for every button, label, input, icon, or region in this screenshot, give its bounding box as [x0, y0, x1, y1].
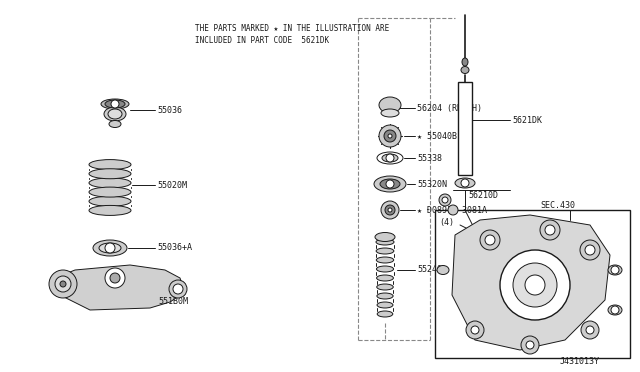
Circle shape [540, 220, 560, 240]
Circle shape [513, 263, 557, 307]
Ellipse shape [461, 67, 469, 74]
Text: ★ Ð08918-3081A: ★ Ð08918-3081A [417, 205, 487, 215]
Text: 5621DK: 5621DK [512, 115, 542, 125]
Circle shape [388, 134, 392, 138]
Circle shape [611, 266, 619, 274]
Circle shape [169, 280, 187, 298]
Ellipse shape [105, 100, 125, 108]
Circle shape [442, 197, 448, 203]
Text: INCLUDED IN PART CODE  5621DK: INCLUDED IN PART CODE 5621DK [195, 35, 329, 45]
Ellipse shape [376, 257, 394, 263]
Circle shape [388, 208, 392, 212]
Ellipse shape [377, 284, 393, 290]
Text: 55036+A: 55036+A [157, 244, 192, 253]
Text: 55240: 55240 [417, 266, 442, 275]
Circle shape [525, 275, 545, 295]
Circle shape [385, 205, 395, 215]
Ellipse shape [376, 266, 394, 272]
Circle shape [480, 230, 500, 250]
Circle shape [386, 154, 394, 162]
Ellipse shape [462, 58, 468, 66]
Circle shape [526, 341, 534, 349]
Circle shape [386, 180, 394, 188]
Circle shape [105, 243, 115, 253]
Ellipse shape [382, 154, 398, 162]
Circle shape [448, 205, 458, 215]
Text: (4): (4) [439, 218, 454, 227]
Ellipse shape [376, 275, 394, 281]
Circle shape [439, 194, 451, 206]
Circle shape [55, 276, 71, 292]
Ellipse shape [89, 178, 131, 188]
Ellipse shape [108, 109, 122, 119]
Ellipse shape [89, 169, 131, 179]
Ellipse shape [377, 152, 403, 164]
Ellipse shape [93, 240, 127, 256]
Text: 56204 (RH&LH): 56204 (RH&LH) [417, 103, 482, 112]
Circle shape [580, 240, 600, 260]
Circle shape [471, 326, 479, 334]
Circle shape [384, 130, 396, 142]
Ellipse shape [89, 160, 131, 170]
Circle shape [105, 268, 125, 288]
Ellipse shape [375, 232, 395, 241]
Circle shape [111, 100, 119, 108]
Circle shape [60, 281, 66, 287]
Ellipse shape [437, 266, 449, 275]
Ellipse shape [380, 179, 400, 189]
Text: ★ 55040B: ★ 55040B [417, 131, 457, 141]
Ellipse shape [377, 293, 393, 299]
Ellipse shape [377, 311, 393, 317]
Text: 55020M: 55020M [157, 180, 187, 189]
Text: 56210D: 56210D [468, 190, 498, 199]
Circle shape [466, 321, 484, 339]
Ellipse shape [89, 205, 131, 215]
Ellipse shape [101, 99, 129, 109]
Ellipse shape [608, 305, 622, 315]
Circle shape [581, 321, 599, 339]
Text: J431013Y: J431013Y [560, 357, 600, 366]
Text: 551B0M: 551B0M [158, 298, 188, 307]
Circle shape [585, 245, 595, 255]
Ellipse shape [104, 107, 126, 121]
Ellipse shape [455, 178, 475, 188]
Text: 55036: 55036 [157, 106, 182, 115]
Ellipse shape [89, 187, 131, 197]
Ellipse shape [109, 121, 121, 128]
Ellipse shape [376, 248, 394, 254]
Circle shape [381, 201, 399, 219]
Circle shape [521, 336, 539, 354]
Text: 55320N: 55320N [417, 180, 447, 189]
Circle shape [379, 125, 401, 147]
Ellipse shape [379, 97, 401, 113]
Text: THE PARTS MARKED ★ IN THE ILLUSTRATION ARE: THE PARTS MARKED ★ IN THE ILLUSTRATION A… [195, 23, 389, 32]
Circle shape [545, 225, 555, 235]
Ellipse shape [377, 302, 393, 308]
Circle shape [611, 306, 619, 314]
Ellipse shape [374, 176, 406, 192]
Polygon shape [452, 215, 610, 350]
Ellipse shape [381, 109, 399, 117]
Circle shape [500, 250, 570, 320]
Bar [458, 82, 472, 175]
Text: 55338: 55338 [417, 154, 442, 163]
Circle shape [49, 270, 77, 298]
Ellipse shape [608, 265, 622, 275]
Circle shape [173, 284, 183, 294]
Polygon shape [55, 265, 185, 310]
Ellipse shape [99, 243, 121, 253]
Circle shape [586, 326, 594, 334]
Ellipse shape [376, 239, 394, 245]
Circle shape [461, 179, 469, 187]
Circle shape [110, 273, 120, 283]
Circle shape [485, 235, 495, 245]
Ellipse shape [89, 196, 131, 206]
Bar [435, 210, 630, 358]
Text: SEC.430: SEC.430 [540, 201, 575, 209]
